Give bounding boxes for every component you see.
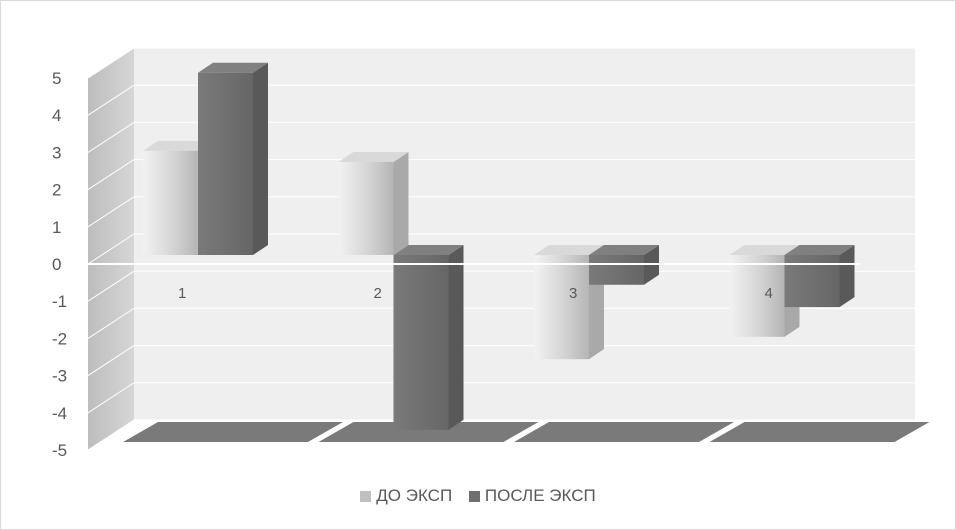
x-axis-tick-labels: 1 2 3 4 [178,285,773,302]
y-tick-label: 1 [52,218,61,237]
gridline-side [87,419,135,451]
bar-0-2 [534,255,589,360]
bar-top-1-3 [784,245,855,255]
legend-item-after: ПОСЛЕ ЭКСП [468,486,596,506]
gridline-side [87,307,135,339]
bar-1-2 [589,255,644,285]
bar-1-3 [784,255,840,308]
gridline-side [87,196,135,228]
floor-shadow [123,422,343,442]
y-tick-label: -4 [52,404,67,423]
floor-shadow [318,422,539,442]
x-tick-label: 2 [374,285,382,302]
floor-shadow [709,422,930,442]
y-tick-label: 3 [52,143,61,162]
y-tick-label: 2 [52,181,61,200]
y-tick-label: -3 [52,367,67,386]
bar-0-1 [338,162,394,255]
bars [88,62,860,430]
y-tick-label: 4 [52,106,61,125]
bar-side-1-0 [253,62,268,255]
bar-top-0-3 [729,245,800,255]
legend-label-before: ДО ЭКСП [376,486,453,505]
bar-1-1 [393,255,449,430]
gridline-side [87,233,135,265]
gridline-side [87,382,135,414]
gridline-side [87,121,135,153]
bar-0-3 [729,255,785,337]
floor-shadow [514,422,734,442]
bar-top-1-1 [393,245,464,255]
gridline-side [87,47,135,79]
y-tick-label: -5 [52,441,67,460]
y-tick-label: 5 [52,69,61,88]
bar-0-0 [143,150,198,255]
gridline-side [87,159,135,191]
x-tick-label: 4 [765,285,773,302]
y-tick-label: 0 [52,255,61,274]
bar-top-1-0 [198,62,268,73]
x-tick-label: 1 [178,285,186,302]
gridline-side [87,345,135,377]
legend-label-after: ПОСЛЕ ЭКСП [484,486,596,505]
gridline-side [87,84,135,116]
bar-top-1-2 [589,245,659,255]
bar-top-0-1 [338,152,409,162]
y-tick-label: -1 [52,292,67,311]
legend-item-before: ДО ЭКСП [360,486,452,506]
chart-floor [123,422,930,442]
gridline-side [87,270,135,302]
bar-1-0 [198,72,253,255]
bar-top-0-0 [143,140,213,151]
legend: ДО ЭКСП ПОСЛЕ ЭКСП [0,486,956,507]
legend-swatch-after [468,490,480,502]
bar-top-0-2 [534,245,604,255]
x-tick-label: 3 [569,285,577,302]
bar-side-1-1 [448,245,464,430]
y-axis-tick-labels: 5 4 3 2 1 0 -1 -2 -3 -4 -5 [52,69,67,460]
y-tick-label: -2 [52,329,67,348]
legend-swatch-before [360,490,372,502]
bar-side-0-1 [393,152,409,255]
bar-side-1-3 [839,245,855,308]
